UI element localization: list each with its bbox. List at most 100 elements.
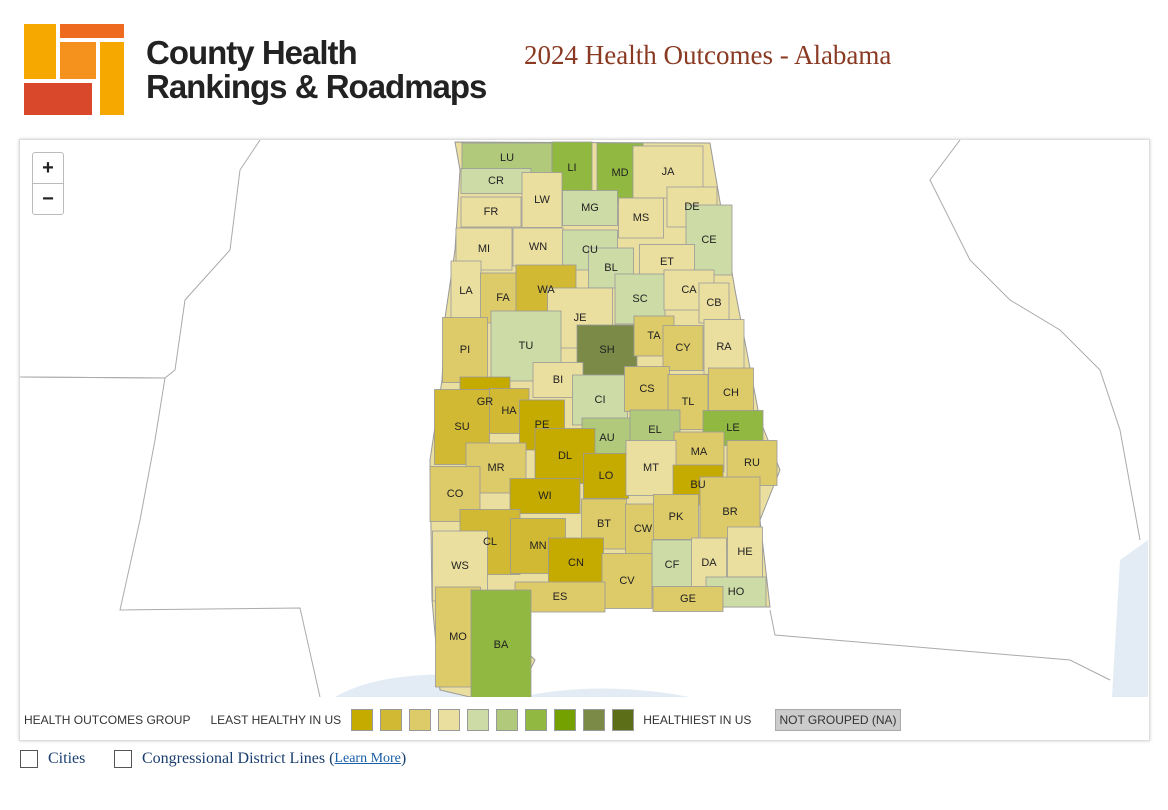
county-label: RU: [744, 457, 760, 469]
option-label: Cities: [48, 750, 86, 767]
logo-line: County Health: [146, 34, 358, 71]
county-label: CL: [483, 536, 497, 548]
zoom-in[interactable]: +: [33, 153, 63, 184]
county-label: DL: [558, 450, 572, 462]
county-label: MO: [449, 631, 467, 643]
page-title: 2024 Health Outcomes - Alabama: [524, 40, 892, 70]
logo-line: Rankings & Roadmaps: [146, 68, 487, 105]
county-label: DA: [701, 557, 717, 569]
county-label: CB: [706, 297, 721, 309]
county[interactable]: [727, 526, 763, 578]
map-panel: LU LI MD JA CR LW MG DE MS FR MI WN CU BL CE ET LA FA WA SC…: [19, 139, 1150, 741]
county-label: LW: [534, 194, 550, 206]
county-label: CA: [681, 284, 697, 296]
county-label: WN: [529, 241, 547, 253]
zoom-control: + −: [32, 152, 64, 215]
legend-swatch: [380, 709, 403, 731]
checkbox[interactable]: [20, 750, 38, 768]
county-label: ET: [660, 256, 674, 268]
legend-na: NOT GROUPED (NA): [775, 709, 901, 731]
county-label: LU: [500, 152, 514, 164]
county[interactable]: [652, 586, 724, 612]
legend-swatch: [612, 709, 635, 731]
legend-swatch: [467, 709, 490, 731]
county[interactable]: [521, 172, 563, 228]
county-label: BR: [722, 506, 737, 518]
county[interactable]: [562, 190, 618, 226]
county-label: CU: [582, 244, 598, 256]
county-label: CW: [634, 523, 653, 535]
zoom-out[interactable]: −: [42, 188, 54, 210]
county-label: CR: [488, 175, 504, 187]
county-label: WA: [537, 284, 555, 296]
logo: [24, 24, 124, 115]
county[interactable]: [470, 589, 532, 701]
county-label: ES: [553, 591, 568, 603]
county-label: GE: [680, 593, 696, 605]
county[interactable]: [618, 197, 664, 239]
county[interactable]: [442, 317, 488, 383]
county-label: SH: [599, 344, 614, 356]
county-label: MN: [529, 540, 546, 552]
legend-high: HEALTHIEST IN US: [643, 713, 752, 727]
county-label: MR: [487, 462, 504, 474]
county-label: CN: [568, 557, 584, 569]
county-label: SU: [454, 421, 469, 433]
county-label: TL: [682, 396, 695, 408]
county-label: FR: [484, 206, 499, 218]
county[interactable]: [509, 478, 581, 514]
county-label: FA: [496, 292, 510, 304]
county-label: AU: [599, 432, 614, 444]
learn-more-link[interactable]: Learn More: [334, 751, 401, 766]
county[interactable]: [450, 260, 482, 322]
legend-swatch: [554, 709, 577, 731]
county-label: CF: [665, 559, 680, 571]
county[interactable]: [460, 168, 532, 194]
legend-title: HEALTH OUTCOMES GROUP: [24, 713, 191, 727]
legend-swatch: [496, 709, 519, 731]
county[interactable]: [461, 142, 553, 174]
county-label: BT: [597, 518, 611, 530]
county[interactable]: [625, 440, 677, 496]
county-label: BA: [494, 639, 509, 651]
county-label: LE: [726, 422, 739, 434]
county-label: CV: [619, 575, 635, 587]
county-label: PI: [460, 344, 470, 356]
checkbox[interactable]: [114, 750, 132, 768]
county-label: JE: [574, 312, 587, 324]
county-label: GR: [477, 396, 494, 408]
county-label: MG: [581, 202, 599, 214]
county-label: BU: [690, 479, 705, 491]
map[interactable]: LU LI MD JA CR LW MG DE MS FR MI WN CU BL CE ET LA FA WA SC…: [19, 139, 1149, 701]
county-label: JA: [662, 166, 676, 178]
county-label: HE: [737, 546, 752, 558]
county-label: SC: [632, 293, 647, 305]
county-label: MD: [611, 167, 628, 179]
county-label: EL: [648, 424, 661, 436]
county[interactable]: [708, 367, 754, 419]
county-label: HA: [501, 405, 517, 417]
county-label: DE: [684, 201, 699, 213]
county[interactable]: [662, 325, 704, 371]
county-label: PK: [669, 511, 684, 523]
county[interactable]: [512, 227, 564, 267]
county[interactable]: [703, 319, 745, 375]
county[interactable]: [653, 494, 699, 540]
county-label: TU: [519, 340, 534, 352]
county-label: CI: [595, 394, 606, 406]
county-label: MI: [478, 243, 490, 255]
legend-swatch: [583, 709, 606, 731]
county-label: CO: [447, 488, 464, 500]
option: Cities: [20, 750, 85, 768]
county[interactable]: [698, 282, 730, 324]
county[interactable]: [601, 553, 653, 609]
county-label: MA: [691, 446, 708, 458]
county[interactable]: [651, 539, 693, 591]
county-label: TA: [647, 330, 661, 342]
county[interactable]: [583, 453, 629, 499]
county-label: CE: [701, 234, 716, 246]
legend-swatch: [438, 709, 461, 731]
county-label: WS: [451, 560, 469, 572]
county[interactable]: [460, 196, 522, 228]
